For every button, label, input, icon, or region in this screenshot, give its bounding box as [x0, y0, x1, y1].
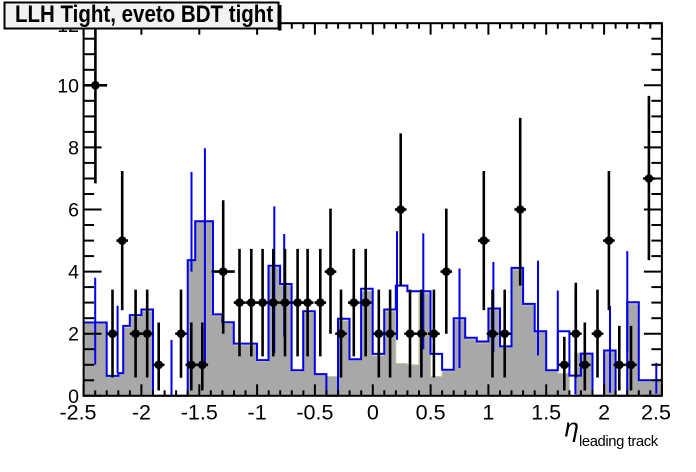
svg-text:1: 1 [482, 401, 494, 425]
svg-text:2: 2 [598, 401, 610, 425]
svg-text:leading track: leading track [579, 434, 659, 450]
svg-text:-0.5: -0.5 [296, 401, 333, 425]
svg-text:-1: -1 [248, 401, 267, 425]
svg-text:η: η [565, 413, 579, 443]
svg-text:8: 8 [68, 137, 79, 159]
svg-text:-2: -2 [132, 401, 151, 425]
svg-text:6: 6 [68, 200, 79, 222]
svg-text:4: 4 [68, 262, 79, 284]
svg-text:0: 0 [367, 401, 379, 425]
svg-text:0: 0 [68, 386, 79, 408]
svg-text:LLH Tight, eveto BDT tight: LLH Tight, eveto BDT tight [15, 0, 274, 27]
svg-text:0.5: 0.5 [416, 401, 446, 425]
svg-text:-2.5: -2.5 [59, 401, 96, 425]
svg-text:-1.5: -1.5 [181, 401, 218, 425]
svg-text:2: 2 [68, 324, 79, 346]
svg-text:1.5: 1.5 [531, 401, 561, 425]
svg-text:2.5: 2.5 [641, 401, 671, 425]
svg-text:10: 10 [57, 75, 79, 97]
